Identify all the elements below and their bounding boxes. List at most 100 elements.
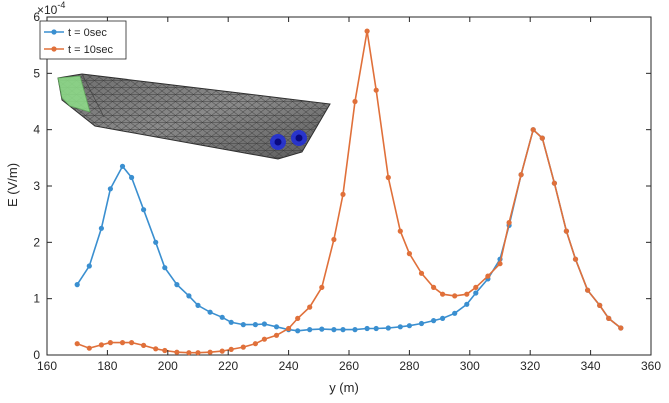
series-1-point bbox=[207, 349, 213, 355]
series-0-point bbox=[207, 309, 213, 315]
series-0-point bbox=[406, 323, 412, 329]
series-0-point bbox=[373, 325, 379, 332]
series-0-point bbox=[331, 327, 337, 333]
series-0-point bbox=[340, 327, 346, 333]
series-0-point bbox=[352, 327, 358, 333]
y-axis-multiplier: ×10-4 bbox=[37, 0, 65, 17]
series-0-point bbox=[431, 318, 437, 324]
series-1-point bbox=[352, 98, 358, 105]
series-0-point bbox=[153, 239, 159, 245]
series-1 bbox=[74, 28, 624, 356]
x-tick-label: 320 bbox=[520, 359, 540, 373]
series-0-point bbox=[119, 163, 126, 169]
plot-area bbox=[46, 16, 652, 356]
series-0-point bbox=[418, 320, 425, 327]
series-0-point bbox=[98, 225, 104, 231]
y-axis-multiplier-base: ×10 bbox=[37, 3, 58, 17]
series-1-point bbox=[585, 287, 591, 293]
series-0-point bbox=[195, 302, 201, 308]
series-1-point bbox=[319, 284, 325, 290]
series-1-point bbox=[518, 172, 524, 178]
series-1-point bbox=[530, 127, 536, 133]
series-1-point bbox=[464, 291, 470, 297]
legend-label-1: t = 10sec bbox=[68, 44, 113, 56]
series-1-point bbox=[107, 340, 113, 346]
x-tick-label: 280 bbox=[399, 359, 419, 373]
series-1-point bbox=[397, 228, 403, 234]
series-0-point bbox=[273, 324, 280, 330]
y-axis-label: E (V/m) bbox=[5, 163, 20, 207]
series-1-point bbox=[86, 345, 92, 351]
y-tick-label: 3 bbox=[33, 179, 40, 193]
series-0-point bbox=[129, 174, 135, 181]
series-0-point bbox=[174, 282, 180, 288]
series-1-point bbox=[261, 336, 267, 342]
series-0-point bbox=[162, 265, 168, 271]
y-axis-multiplier-exponent: -4 bbox=[57, 0, 65, 10]
legend-marker-0 bbox=[51, 29, 57, 35]
series-1-point bbox=[74, 341, 80, 347]
legend-box bbox=[39, 20, 127, 60]
series-1-point bbox=[228, 346, 234, 352]
series-1-point bbox=[174, 349, 180, 355]
legend: t = 0sec t = 10sec bbox=[39, 20, 127, 60]
series-1-point bbox=[273, 332, 280, 338]
series-1-point bbox=[195, 350, 201, 356]
legend-label-0: t = 0sec bbox=[68, 27, 107, 39]
series-0-point bbox=[473, 290, 479, 296]
series-1-point bbox=[473, 284, 479, 290]
series-1-point bbox=[452, 293, 458, 299]
series-0-point bbox=[186, 293, 192, 299]
y-tick-label: 6 bbox=[33, 10, 40, 24]
x-axis-ticks: 160 180 200 220 240 260 280 300 320 340 360 bbox=[37, 17, 661, 373]
series-1-point bbox=[129, 340, 135, 346]
series-layer bbox=[74, 28, 624, 356]
series-1-point bbox=[597, 302, 603, 308]
series-1-point bbox=[295, 315, 301, 321]
series-0-point bbox=[319, 326, 325, 332]
series-1-point bbox=[618, 325, 624, 331]
series-1-point bbox=[385, 174, 391, 181]
x-tick-label: 240 bbox=[279, 359, 299, 373]
series-1-point bbox=[485, 273, 491, 279]
series-1-point bbox=[141, 342, 147, 348]
x-tick-label: 220 bbox=[218, 359, 238, 373]
source-left-icon bbox=[270, 134, 286, 150]
series-1-point bbox=[153, 346, 159, 352]
ship-hull-inset-image bbox=[57, 73, 331, 160]
x-tick-label: 180 bbox=[97, 359, 117, 373]
y-tick-label: 0 bbox=[33, 348, 40, 362]
series-0-point bbox=[141, 207, 147, 213]
series-0-point bbox=[252, 322, 258, 328]
series-1-point bbox=[340, 191, 346, 197]
series-1-point bbox=[606, 315, 612, 321]
series-1-point bbox=[431, 284, 437, 290]
series-1-point bbox=[331, 236, 337, 243]
y-tick-label: 4 bbox=[33, 123, 40, 137]
series-0-point bbox=[74, 282, 80, 288]
series-0-point bbox=[452, 310, 458, 316]
series-1-point bbox=[563, 228, 570, 234]
x-tick-label: 360 bbox=[641, 359, 661, 373]
series-0-point bbox=[397, 324, 403, 330]
series-1-point bbox=[252, 341, 258, 347]
series-0-point bbox=[364, 325, 370, 332]
y-axis-ticks: 0 1 2 3 4 5 6 bbox=[33, 10, 651, 362]
series-1-point bbox=[539, 135, 545, 141]
source-right-icon bbox=[291, 130, 307, 146]
series-0-point bbox=[464, 301, 470, 307]
series-1-point bbox=[119, 340, 126, 346]
series-1-point bbox=[373, 87, 379, 93]
series-0-point bbox=[107, 186, 113, 192]
series-0-point bbox=[440, 315, 446, 321]
y-tick-label: 1 bbox=[33, 292, 40, 306]
series-0-point bbox=[228, 319, 234, 325]
series-1-point bbox=[440, 291, 446, 297]
series-1-point bbox=[240, 344, 246, 350]
series-0-point bbox=[219, 314, 225, 320]
series-0-point bbox=[261, 321, 267, 327]
series-1-point bbox=[497, 261, 503, 267]
series-1-point bbox=[286, 325, 292, 332]
series-1-point bbox=[186, 350, 192, 356]
